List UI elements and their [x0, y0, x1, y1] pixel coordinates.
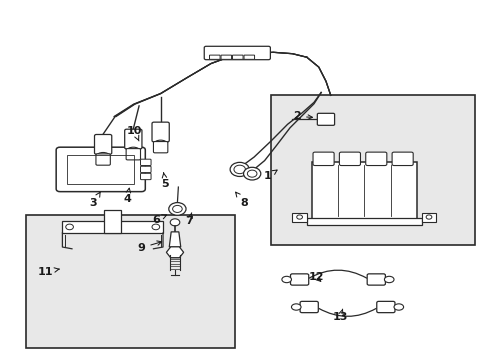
Ellipse shape	[393, 304, 403, 310]
FancyBboxPatch shape	[140, 159, 151, 166]
FancyBboxPatch shape	[204, 46, 270, 60]
Circle shape	[65, 224, 73, 230]
Text: 2: 2	[293, 112, 312, 121]
FancyBboxPatch shape	[124, 129, 142, 149]
Bar	[270, 95, 473, 245]
Circle shape	[230, 162, 249, 176]
FancyBboxPatch shape	[140, 173, 151, 180]
FancyBboxPatch shape	[339, 152, 360, 166]
FancyBboxPatch shape	[312, 152, 333, 166]
Text: 4: 4	[123, 188, 131, 204]
Text: 10: 10	[126, 126, 142, 141]
Ellipse shape	[281, 276, 291, 283]
FancyBboxPatch shape	[232, 55, 243, 59]
FancyBboxPatch shape	[126, 149, 140, 160]
Circle shape	[172, 206, 182, 212]
Circle shape	[170, 219, 180, 226]
FancyBboxPatch shape	[56, 147, 145, 192]
Circle shape	[425, 215, 431, 219]
FancyBboxPatch shape	[366, 274, 385, 285]
Circle shape	[243, 167, 260, 180]
FancyBboxPatch shape	[376, 301, 394, 312]
Ellipse shape	[127, 147, 139, 154]
Bar	[26, 215, 234, 348]
FancyBboxPatch shape	[290, 274, 308, 285]
FancyBboxPatch shape	[391, 152, 412, 166]
Text: 1: 1	[263, 170, 277, 181]
Circle shape	[296, 215, 302, 219]
Text: 8: 8	[235, 192, 248, 208]
Bar	[306, 218, 421, 225]
Bar	[67, 155, 134, 184]
Text: 11: 11	[38, 267, 59, 277]
FancyBboxPatch shape	[221, 55, 231, 59]
Ellipse shape	[384, 276, 393, 283]
Bar	[292, 213, 306, 222]
FancyBboxPatch shape	[244, 55, 254, 59]
Text: 3: 3	[90, 192, 100, 208]
Circle shape	[152, 224, 160, 230]
Polygon shape	[169, 232, 181, 247]
Text: 6: 6	[152, 215, 166, 225]
Ellipse shape	[291, 304, 301, 310]
FancyBboxPatch shape	[140, 166, 151, 172]
Bar	[311, 162, 416, 219]
Ellipse shape	[154, 140, 166, 147]
Circle shape	[233, 165, 245, 174]
FancyBboxPatch shape	[300, 301, 318, 312]
FancyBboxPatch shape	[209, 55, 220, 59]
FancyBboxPatch shape	[365, 152, 386, 166]
Bar	[62, 221, 163, 233]
Text: 5: 5	[162, 173, 169, 189]
FancyBboxPatch shape	[94, 135, 112, 154]
Ellipse shape	[97, 153, 109, 159]
Text: 7: 7	[185, 213, 193, 226]
Text: 12: 12	[308, 272, 324, 282]
FancyBboxPatch shape	[152, 122, 169, 142]
Bar	[421, 213, 435, 222]
FancyBboxPatch shape	[153, 141, 167, 153]
Bar	[104, 210, 121, 233]
FancyBboxPatch shape	[317, 113, 334, 125]
Text: 13: 13	[332, 309, 347, 322]
Circle shape	[168, 203, 185, 215]
Text: 9: 9	[137, 241, 162, 253]
Circle shape	[247, 170, 256, 177]
FancyBboxPatch shape	[96, 154, 110, 165]
